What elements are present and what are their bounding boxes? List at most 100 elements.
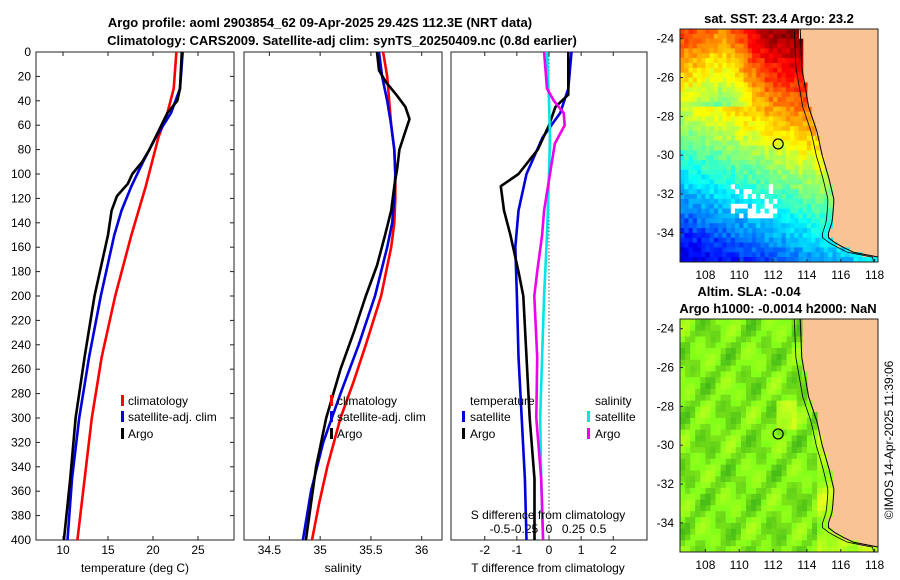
map-cell (743, 63, 749, 69)
map-cell (684, 130, 689, 137)
map-cell (692, 242, 698, 249)
map-cell (842, 540, 849, 547)
map-cell (688, 257, 694, 262)
map-cell (781, 29, 787, 35)
map-cell (791, 342, 798, 349)
map-cell (688, 116, 694, 122)
map-cell (715, 324, 722, 332)
map-cell (764, 247, 770, 253)
map-cell (746, 400, 752, 407)
map-cell (705, 29, 711, 35)
map-cell (764, 194, 770, 200)
map-cell (685, 394, 691, 402)
map-cell (695, 336, 701, 343)
map-cell (680, 546, 686, 552)
map-cell (709, 189, 715, 195)
map-cell (756, 29, 761, 35)
map-cell (785, 237, 791, 244)
map-cell (760, 29, 766, 35)
map-cell (709, 67, 715, 74)
map-cell (740, 522, 747, 530)
map-cell (726, 223, 732, 229)
map-cell (751, 140, 757, 147)
map-cell (688, 237, 694, 244)
map-cell (720, 522, 727, 530)
map-cell (764, 160, 770, 166)
map-cell (720, 528, 727, 536)
map-cell (690, 400, 696, 407)
map-cell (751, 145, 757, 151)
map-cell (756, 394, 762, 402)
map-cell (785, 116, 791, 122)
temperature-x-axis: 10 15 20 25 (56, 52, 205, 557)
s-tick-label: 0.5 (590, 522, 607, 536)
map-cell (802, 189, 808, 195)
map-cell (680, 155, 685, 161)
map-cell (715, 354, 722, 361)
map-cell (725, 412, 732, 419)
map-cell (768, 198, 774, 205)
map-cell (726, 237, 732, 244)
map-cell (751, 319, 757, 326)
map-cell (726, 232, 732, 239)
map-cell (743, 257, 749, 262)
map-cell (710, 493, 717, 501)
depth-tick-label: 80 (18, 143, 32, 157)
map-cell (725, 487, 732, 495)
map-cell (790, 164, 795, 171)
map-cell (794, 121, 799, 127)
map-cell (776, 418, 783, 425)
map-cell (794, 160, 799, 166)
map-cell (684, 160, 689, 166)
map-cell (777, 194, 783, 200)
map-cell (796, 499, 803, 506)
map-cell (781, 38, 787, 45)
map-cell (815, 140, 821, 147)
map-cell (680, 377, 686, 384)
map-cell (828, 257, 833, 262)
map-cell (692, 92, 698, 98)
map-cell (791, 371, 798, 378)
depth-tick-label: 280 (11, 387, 31, 401)
map-cell (739, 237, 744, 244)
map-cell (715, 499, 722, 506)
map-cell (756, 499, 762, 506)
map-cell (739, 203, 744, 210)
map-cell (794, 116, 799, 122)
map-cell (764, 257, 770, 262)
map-cell (806, 505, 813, 512)
map-cell (746, 453, 752, 460)
map-cell (688, 184, 694, 190)
map-cell (696, 232, 702, 239)
map-cell (705, 92, 711, 98)
map-cell (680, 435, 686, 442)
map-cell (739, 72, 744, 79)
map-cell (790, 33, 795, 40)
map-cell (786, 464, 793, 471)
map-cell (766, 546, 772, 552)
map-cell (685, 540, 691, 547)
map-cell (720, 406, 727, 413)
map-cell (720, 487, 727, 495)
map-cell (739, 184, 744, 190)
depth-tick-label: 300 (11, 411, 31, 425)
map-cell (743, 87, 749, 93)
map-cell (695, 342, 701, 349)
map-cell (760, 150, 766, 156)
map-cell (794, 194, 799, 200)
legend-swatch-climatology (121, 395, 124, 406)
map-cell (709, 111, 715, 117)
map-cell (791, 447, 798, 454)
map-cell (832, 546, 838, 552)
map-cell (817, 540, 823, 547)
map-cell (790, 242, 795, 249)
map-cell (798, 97, 804, 103)
map-lon-label: 116 (831, 558, 850, 572)
map-cell (705, 257, 711, 262)
map-cell (688, 48, 694, 54)
map-cell (680, 29, 685, 35)
map-cell (718, 82, 723, 88)
map-cell (735, 423, 742, 431)
map-cell (786, 528, 793, 536)
map-cell (790, 198, 795, 205)
